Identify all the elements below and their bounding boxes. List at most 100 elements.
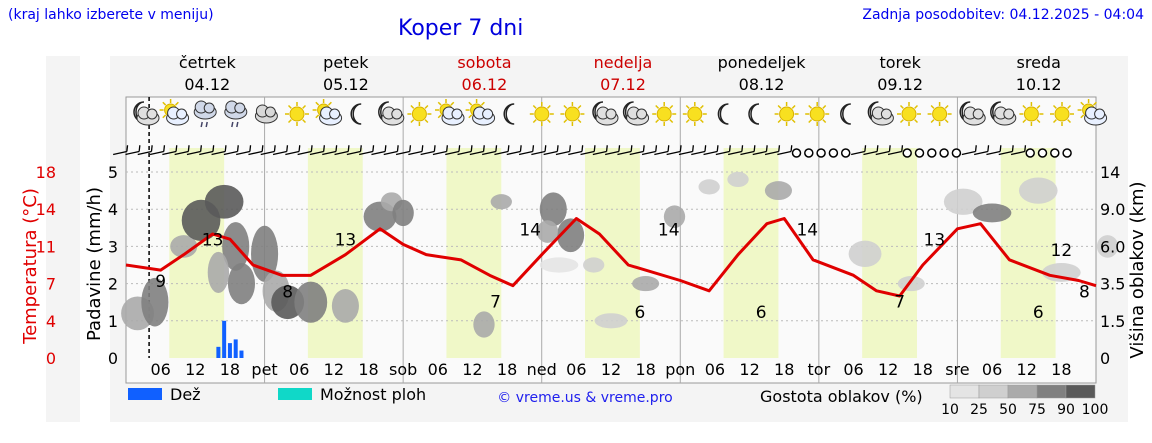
barb-feather <box>569 145 572 152</box>
cloud-shape <box>391 108 403 120</box>
barb-feather <box>249 145 252 152</box>
rain-drop <box>200 121 203 128</box>
rain-bar <box>222 320 227 358</box>
cloud-sun-icon <box>159 99 190 126</box>
barb-feather <box>532 145 535 152</box>
hour-label: 06 <box>289 360 309 379</box>
wind-barb-icon <box>654 145 670 156</box>
barb-feather <box>507 145 510 152</box>
sun-ray <box>655 119 660 124</box>
cloud-blob <box>392 199 414 227</box>
barb-shaft <box>272 150 287 156</box>
moon-shape <box>840 103 851 125</box>
sun-icon <box>285 102 309 126</box>
temp-min-label: 9 <box>155 272 166 292</box>
barb-shaft <box>149 150 164 156</box>
barb-shaft <box>764 150 779 156</box>
sun-ray <box>914 104 919 109</box>
barb-shaft <box>186 150 201 156</box>
wind-barb-icon <box>162 145 178 156</box>
day-abbr-label: sob <box>389 360 417 379</box>
barb-feather <box>778 145 781 152</box>
calm-wind-icon <box>914 148 925 158</box>
barb-feather <box>347 145 350 152</box>
credit-text: © vreme.us & vreme.pro <box>497 390 672 406</box>
hour-label: 18 <box>497 360 517 379</box>
day-abbr-label: tor <box>808 360 831 379</box>
barb-feather <box>593 145 596 152</box>
cloud-shape <box>146 108 158 120</box>
barb-shaft <box>285 150 300 156</box>
hour-label: 18 <box>358 360 378 379</box>
barb-shaft <box>137 150 152 156</box>
wind-barb-icon <box>703 145 719 156</box>
moon-icon <box>748 103 760 125</box>
sun-icon <box>529 102 554 126</box>
hour-label: 06 <box>843 360 863 379</box>
barb-feather <box>323 145 326 152</box>
wind-barb-icon <box>445 145 461 156</box>
density-step-label: 25 <box>970 402 988 418</box>
sun-ray <box>546 104 551 109</box>
barb-feather <box>421 145 424 152</box>
wind-barb-icon <box>272 145 289 156</box>
wind-barb-icon <box>531 145 547 156</box>
wind-barb-icon <box>691 145 707 156</box>
barb-shaft <box>875 150 890 156</box>
temp-max-label: 13 <box>202 231 224 251</box>
cloud-blob <box>943 188 983 215</box>
barb-shaft <box>494 150 509 156</box>
barb-feather <box>396 145 399 152</box>
barb-feather <box>286 145 289 152</box>
cloud-blob <box>539 192 567 227</box>
temp-max-label: 14 <box>796 220 818 240</box>
hour-label: 12 <box>462 360 482 379</box>
wind-barb-icon <box>346 145 362 156</box>
density-step-label: 50 <box>999 402 1017 418</box>
wind-barb-icon <box>678 145 695 156</box>
wind-barb-icon <box>137 145 153 156</box>
barb-shaft <box>641 150 656 156</box>
barb-shaft <box>974 150 988 156</box>
barb-shaft <box>691 150 706 156</box>
wind-barb-icon <box>543 145 559 156</box>
wind-barb-icon <box>752 145 768 156</box>
barb-feather <box>716 145 719 152</box>
sun-ray <box>410 104 415 109</box>
precip-tick: 1 <box>108 312 118 331</box>
barb-shaft <box>346 150 361 156</box>
cloud-blob <box>764 181 792 201</box>
wind-barb-icon <box>777 145 793 156</box>
wind-barb-icon <box>113 145 129 156</box>
barb-shaft <box>555 150 570 156</box>
barb-feather <box>765 145 768 152</box>
precip-tick: 4 <box>108 200 118 219</box>
temp-min-label: 8 <box>282 282 293 302</box>
barb-shaft <box>617 150 632 156</box>
sun-ray <box>822 119 827 124</box>
wind-barb-icon <box>605 145 621 156</box>
barb-shaft <box>371 150 386 156</box>
sun-ray <box>450 101 455 106</box>
wind-barb-icon <box>715 145 731 156</box>
sun-disc <box>1054 106 1070 122</box>
sun-ray <box>287 119 292 124</box>
cloud-shape <box>176 108 188 120</box>
barb-shaft <box>592 150 607 156</box>
sun-icon <box>774 102 799 126</box>
barb-feather <box>974 145 977 152</box>
hour-label: 12 <box>601 360 621 379</box>
menu-hint[interactable]: (kraj lahko izberete v meniju) <box>8 7 214 23</box>
wind-barb-icon <box>469 145 485 156</box>
barb-shaft <box>666 150 681 156</box>
hour-label: 18 <box>220 360 240 379</box>
wind-barb-icon <box>494 145 510 156</box>
barb-shaft <box>543 150 558 156</box>
cloud-blob <box>207 251 230 294</box>
wind-barb-icon <box>420 145 436 156</box>
calm-wind-icon <box>902 148 912 158</box>
cloud-sun-icon <box>1077 99 1108 126</box>
cloud-blob <box>490 194 512 210</box>
barb-feather <box>888 145 891 152</box>
